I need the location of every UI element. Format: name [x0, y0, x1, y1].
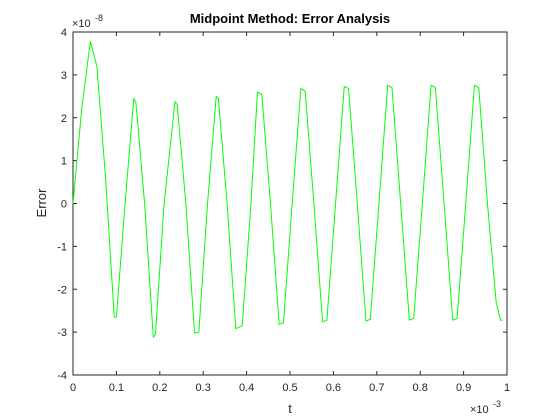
- y-tick-label: -2: [57, 284, 67, 296]
- y-tick-label: 3: [61, 70, 67, 82]
- x-axis-label: t: [288, 401, 292, 416]
- chart-title: Midpoint Method: Error Analysis: [190, 11, 390, 26]
- x-multiplier-exp: -3: [493, 399, 501, 409]
- x-tick-label: 0.3: [196, 382, 211, 394]
- x-multiplier-base: ×10: [470, 404, 489, 416]
- y-tick-label: 1: [61, 156, 67, 168]
- y-ticks: -4 -3 -2 -1 0 1 2 3 4: [57, 27, 507, 382]
- y-tick-label: 2: [61, 113, 67, 125]
- x-ticks: 0 0.1 0.2 0.3 0.4 0.5 0.6 0.7 0.8 0.9 1: [70, 32, 510, 394]
- x-tick-label: 0: [70, 382, 76, 394]
- x-tick-label: 1: [504, 382, 510, 394]
- y-tick-label: 4: [61, 27, 67, 39]
- y-tick-label: 0: [61, 199, 67, 211]
- x-tick-label: 0.6: [326, 382, 341, 394]
- y-multiplier-exp: -8: [95, 13, 103, 23]
- axes-box: [72, 31, 508, 376]
- x-multiplier: ×10 -3: [470, 399, 501, 416]
- y-tick-label: -1: [57, 241, 67, 253]
- plot-area: 0 0.1 0.2 0.3 0.4 0.5 0.6 0.7 0.8 0.9 1 -4 -3 -2 -1 0 1…: [57, 27, 510, 394]
- x-tick-label: 0.8: [413, 382, 428, 394]
- x-tick-label: 0.7: [369, 382, 384, 394]
- x-tick-label: 0.2: [152, 382, 167, 394]
- y-multiplier-base: ×10: [72, 18, 91, 30]
- x-tick-label: 0.9: [456, 382, 471, 394]
- y-tick-label: -4: [57, 370, 67, 382]
- x-tick-label: 0.1: [109, 382, 124, 394]
- y-multiplier: ×10 -8: [72, 13, 103, 30]
- x-tick-label: 0.5: [282, 382, 297, 394]
- x-tick-label: 0.4: [239, 382, 254, 394]
- series-line: [72, 40, 503, 338]
- y-tick-label: -3: [57, 327, 67, 339]
- y-axis-label: Error: [34, 188, 49, 218]
